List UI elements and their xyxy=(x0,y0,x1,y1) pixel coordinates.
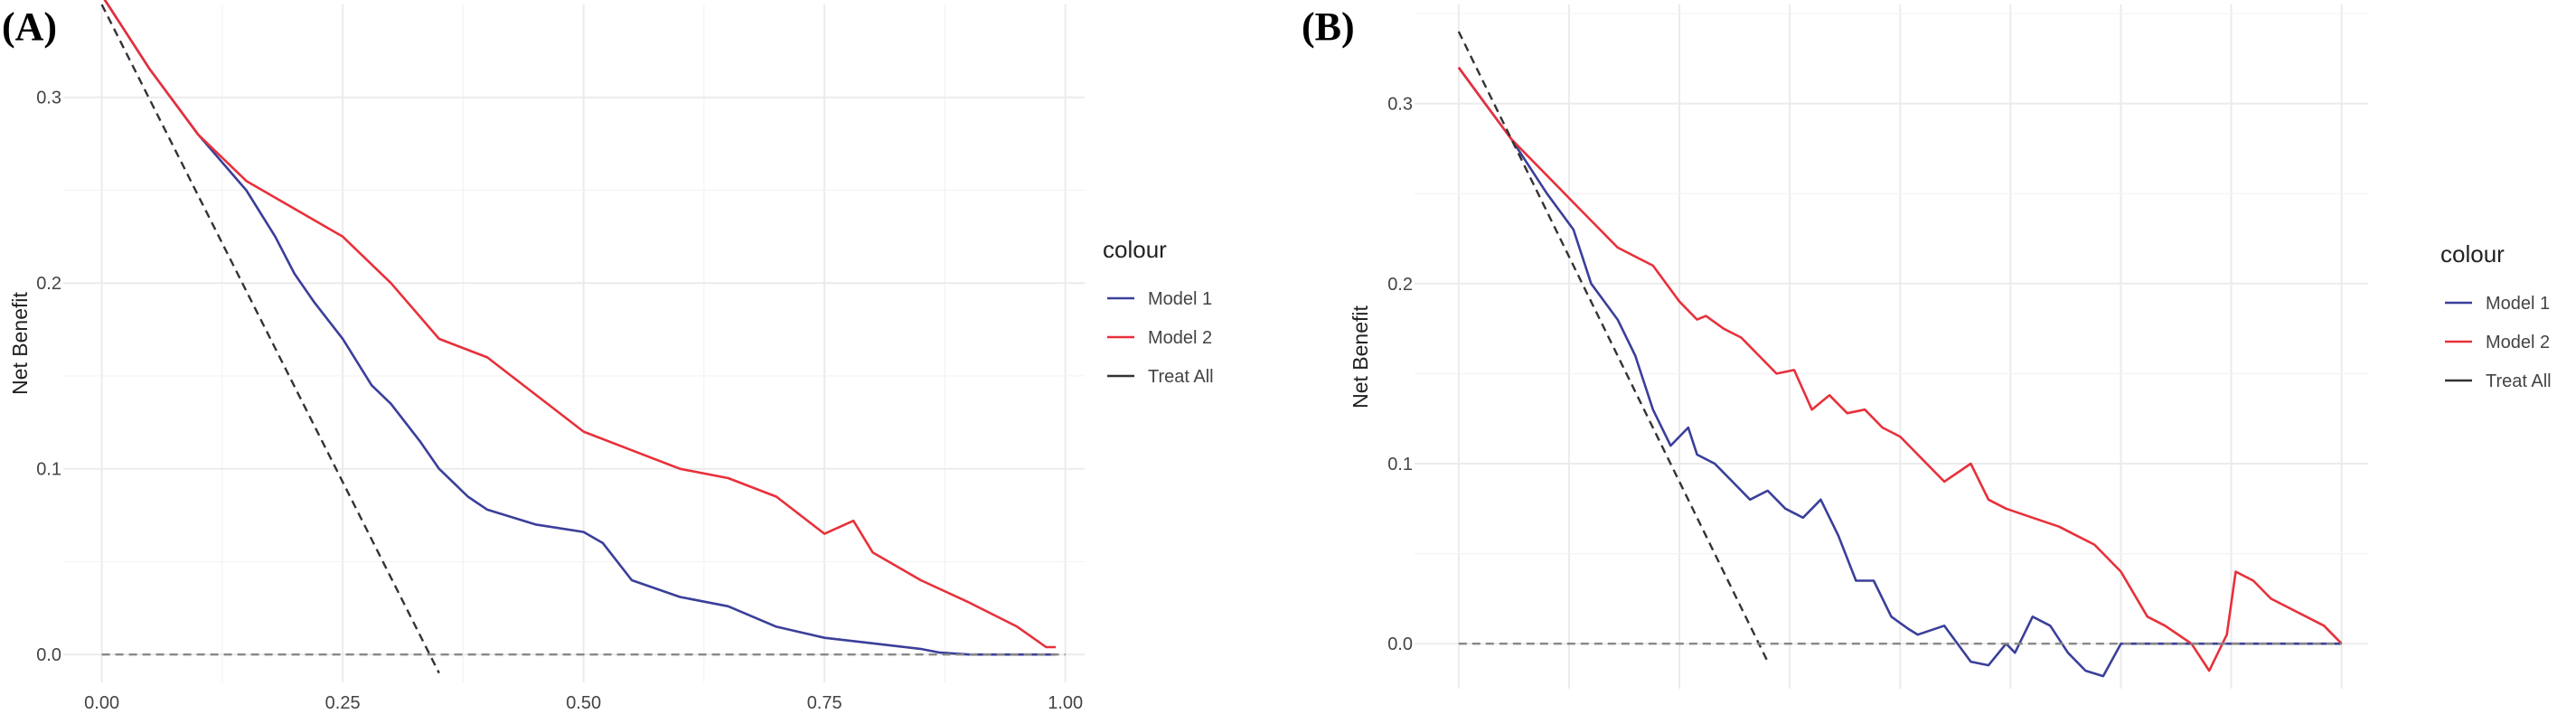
x-tick-label: 1.00 xyxy=(1048,693,1083,713)
legend-label: Treat All xyxy=(1148,367,1214,387)
legend-label: Model 2 xyxy=(2486,333,2550,352)
legend: colour Model 1 Model 2 Treat All xyxy=(2440,240,2552,391)
legend-label: Treat All xyxy=(2486,371,2552,391)
x-tick-label: 0.25 xyxy=(325,693,361,713)
series-line-model-1 xyxy=(1457,66,2342,678)
series-line-model-2 xyxy=(1457,66,2343,672)
y-tick-label: 0.2 xyxy=(36,274,61,294)
y-tick-label: 0.1 xyxy=(1387,455,1413,474)
legend-title: colour xyxy=(2440,240,2505,268)
y-tick-label: 0.3 xyxy=(36,89,61,108)
series-line-model-2 xyxy=(103,0,1056,649)
legend-label: Model 2 xyxy=(1148,328,1212,348)
legend-label: Model 1 xyxy=(2486,294,2550,314)
panel-label: (A) xyxy=(2,5,57,49)
series-line-model-1 xyxy=(103,0,1056,656)
x-tick-label: 0.00 xyxy=(84,693,119,713)
series-line-treat-all xyxy=(1457,31,1769,662)
legend: colour Model 1 Model 2 Treat All xyxy=(1103,236,1214,387)
y-tick-label: 0.2 xyxy=(1387,275,1413,295)
y-tick-label: 0.0 xyxy=(1387,634,1413,654)
x-tick-label: 0.75 xyxy=(807,693,842,713)
y-tick-label: 0.3 xyxy=(1387,95,1413,115)
y-tick-label: 0.1 xyxy=(36,460,61,480)
panel-a: 0.0 0.1 0.2 0.3 0.00 0.25 0.50 0.75 1.00 Net Bene… xyxy=(2,0,1214,713)
panel-b: 0.0 0.1 0.2 0.3 Net Benefit colour Model 1 Mode… xyxy=(1302,5,2552,689)
y-axis-title: Net Benefit xyxy=(1349,305,1372,409)
legend-title: colour xyxy=(1103,236,1167,263)
panel-label: (B) xyxy=(1302,5,1355,49)
x-tick-label: 0.50 xyxy=(566,693,601,713)
y-axis-title: Net Benefit xyxy=(8,292,32,395)
series-line-treat-all xyxy=(100,4,440,674)
y-tick-label: 0.0 xyxy=(36,645,61,665)
legend-label: Model 1 xyxy=(1148,289,1212,309)
